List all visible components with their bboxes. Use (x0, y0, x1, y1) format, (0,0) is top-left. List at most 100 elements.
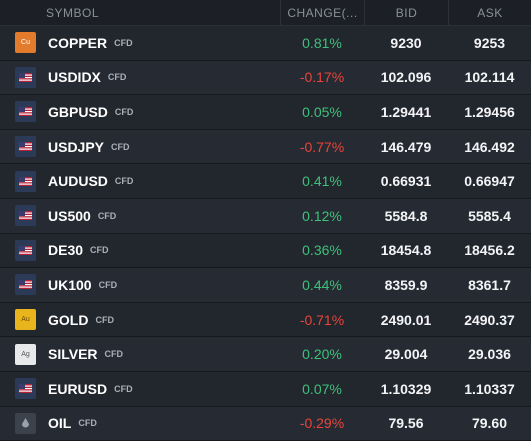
ask-price-cell[interactable]: 9253 (473, 34, 506, 51)
ask-price-cell[interactable]: 2490.37 (464, 311, 515, 328)
ask-price-cell[interactable]: 18456.2 (464, 242, 515, 259)
symbol-name: AUDUSD (48, 173, 108, 190)
instrument-type-tag: CFD (90, 245, 109, 256)
symbol-name: USDIDX (48, 69, 101, 86)
symbol-name: DE30 (48, 242, 84, 259)
change-cell: 0.36% (302, 242, 342, 259)
ask-price-cell[interactable]: 146.492 (464, 138, 515, 155)
silver-icon: Ag (15, 343, 36, 365)
de-flag-icon (15, 239, 36, 261)
ask-price-cell[interactable]: 8361.7 (468, 276, 511, 293)
bid-price-cell[interactable]: 2490.01 (380, 311, 432, 328)
change-cell: 0.44% (302, 276, 342, 293)
symbol-name: US500 (48, 207, 91, 224)
instrument-type-tag: CFD (104, 349, 124, 360)
us-flag-index-icon (15, 66, 36, 88)
column-header-symbol[interactable]: SYMBOL (46, 5, 100, 20)
symbol-name: GBPUSD (48, 103, 108, 120)
change-cell: -0.71% (299, 311, 345, 328)
change-cell: 0.05% (302, 103, 342, 120)
bid-price-cell[interactable]: 29.004 (384, 346, 428, 363)
bid-price-cell[interactable]: 102.096 (380, 69, 432, 86)
change-cell: 0.07% (302, 380, 342, 397)
change-cell: 0.20% (302, 346, 342, 363)
symbol-cell: Cu COPPER CFD (0, 32, 280, 54)
instrument-type-tag: CFD (114, 37, 133, 48)
instrument-type-tag: CFD (114, 106, 134, 117)
symbol-name: EURUSD (48, 380, 108, 397)
change-cell: 0.12% (302, 207, 342, 224)
bid-price-cell[interactable]: 18454.8 (380, 242, 432, 259)
symbol-cell: UK100 CFD (0, 274, 280, 296)
symbol-cell: USDIDX CFD (0, 66, 280, 88)
bid-price-cell[interactable]: 5584.8 (384, 207, 428, 224)
change-cell: 0.41% (302, 173, 342, 190)
table-row[interactable]: Cu COPPER CFD 0.81% 9230 9253 (0, 26, 531, 61)
eu-us-flag-icon (15, 378, 36, 400)
symbol-name: COPPER (48, 34, 108, 51)
table-row[interactable]: USDIDX CFD -0.17% 102.096 102.114 (0, 60, 531, 96)
change-cell: 0.81% (302, 34, 342, 51)
symbol-name: OIL (48, 415, 72, 432)
symbol-cell: Au GOLD CFD (0, 309, 280, 331)
ask-price-cell[interactable]: 1.10337 (464, 380, 515, 397)
symbol-name: UK100 (48, 276, 92, 293)
oil-icon (15, 412, 36, 434)
table-row[interactable]: Ag SILVER CFD 0.20% 29.004 29.036 (0, 337, 531, 372)
au-us-flag-icon (15, 170, 36, 192)
symbol-cell: AUDUSD CFD (0, 170, 280, 192)
table-row[interactable]: AUDUSD CFD 0.41% 0.66931 0.66947 (0, 164, 531, 199)
ask-price-cell[interactable]: 0.66947 (464, 173, 515, 190)
instrument-type-tag: CFD (111, 141, 130, 152)
uk-flag-icon (15, 274, 36, 296)
column-header-bid[interactable]: BID (364, 0, 448, 25)
us-jp-flag-icon (15, 136, 36, 158)
ask-price-cell[interactable]: 29.036 (468, 346, 511, 363)
table-body: Cu COPPER CFD 0.81% 9230 9253 USDIDX CFD -0.17% 1… (0, 26, 531, 441)
change-cell: -0.17% (299, 69, 345, 86)
column-header-ask[interactable]: ASK (448, 0, 531, 25)
copper-icon: Cu (15, 32, 36, 54)
instrument-type-tag: CFD (114, 176, 134, 187)
instrument-type-tag: CFD (95, 314, 114, 325)
table-row[interactable]: EURUSD CFD 0.07% 1.10329 1.10337 (0, 371, 531, 407)
table-header: SYMBOL CHANGE(... BID ASK (0, 0, 531, 26)
ask-price-cell[interactable]: 79.60 (471, 415, 508, 432)
bid-price-cell[interactable]: 1.10329 (380, 380, 432, 397)
table-row[interactable]: GBPUSD CFD 0.05% 1.29441 1.29456 (0, 95, 531, 130)
ask-price-cell[interactable]: 5585.4 (468, 207, 511, 224)
instrument-type-tag: CFD (114, 383, 133, 394)
change-cell: -0.29% (299, 415, 345, 432)
symbol-name: GOLD (48, 311, 89, 328)
bid-price-cell[interactable]: 9230 (390, 34, 422, 51)
bid-price-cell[interactable]: 146.479 (380, 138, 432, 155)
table-row[interactable]: Au GOLD CFD -0.71% 2490.01 2490.37 (0, 302, 531, 338)
symbol-cell: DE30 CFD (0, 239, 280, 261)
symbol-name: SILVER (48, 346, 98, 363)
instrument-type-tag: CFD (107, 72, 127, 83)
table-row[interactable]: OIL CFD -0.29% 79.56 79.60 (0, 406, 531, 441)
table-row[interactable]: UK100 CFD 0.44% 8359.9 8361.7 (0, 268, 531, 303)
instrument-type-tag: CFD (97, 210, 117, 221)
instrument-type-tag: CFD (78, 418, 97, 429)
symbol-cell: US500 CFD (0, 205, 280, 227)
us-flag-index-icon (15, 205, 36, 227)
ask-price-cell[interactable]: 1.29456 (464, 103, 515, 120)
gold-icon: Au (15, 309, 36, 331)
bid-price-cell[interactable]: 0.66931 (380, 173, 432, 190)
bid-price-cell[interactable]: 1.29441 (380, 103, 432, 120)
table-row[interactable]: USDJPY CFD -0.77% 146.479 146.492 (0, 129, 531, 165)
ask-price-cell[interactable]: 102.114 (464, 69, 515, 86)
instrument-type-tag: CFD (98, 279, 118, 290)
column-header-change[interactable]: CHANGE(... (280, 0, 364, 25)
symbol-cell: GBPUSD CFD (0, 101, 280, 123)
table-row[interactable]: DE30 CFD 0.36% 18454.8 18456.2 (0, 233, 531, 269)
bid-price-cell[interactable]: 79.56 (388, 415, 424, 432)
table-row[interactable]: US500 CFD 0.12% 5584.8 5585.4 (0, 198, 531, 234)
symbol-cell: Ag SILVER CFD (0, 343, 280, 365)
bid-price-cell[interactable]: 8359.9 (384, 276, 428, 293)
symbol-name: USDJPY (48, 138, 105, 155)
symbol-cell: USDJPY CFD (0, 136, 280, 158)
symbol-cell: OIL CFD (0, 412, 280, 434)
